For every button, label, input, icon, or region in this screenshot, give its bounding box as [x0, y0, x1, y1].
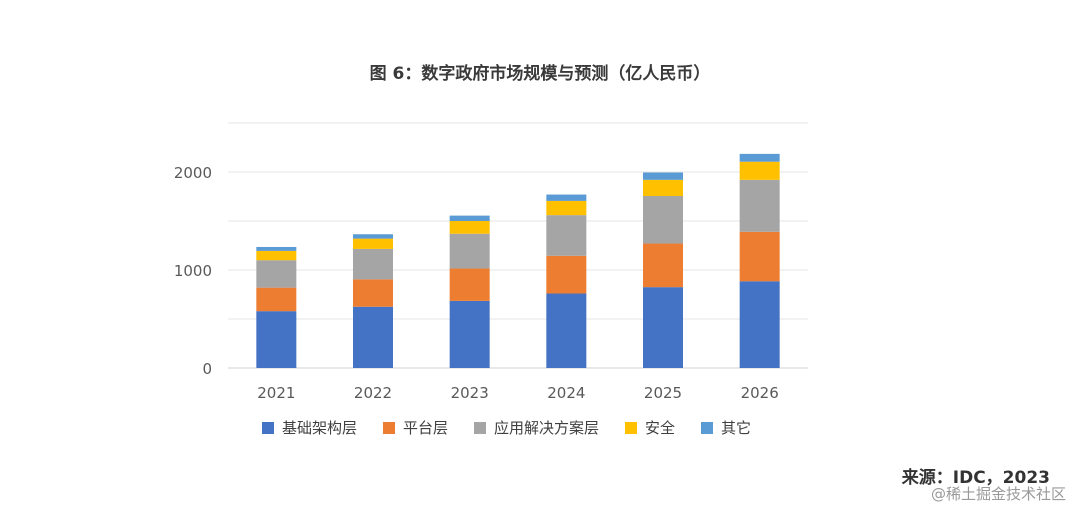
x-tick-label: 2021	[257, 384, 295, 402]
x-axis-ticks: 2021 2022 2023 2024 2025 2026	[257, 384, 779, 402]
bar-segment	[449, 215, 490, 221]
bar-segment	[643, 179, 683, 197]
bar-segment	[643, 196, 683, 244]
bar-segment	[546, 215, 587, 256]
legend-label: 应用解决方案层	[494, 419, 599, 437]
legend-label: 平台层	[403, 419, 448, 437]
bar-segment	[449, 268, 490, 301]
bar-segment	[449, 233, 490, 269]
bar-segment	[256, 260, 297, 288]
bar-segment	[546, 293, 587, 368]
bar-segment	[643, 287, 683, 368]
bar-segment	[353, 238, 393, 249]
y-tick-label: 1000	[174, 262, 212, 280]
bar-segment	[546, 200, 587, 216]
legend-swatch	[474, 422, 486, 434]
bar-segment	[643, 243, 683, 288]
x-tick-label: 2022	[354, 384, 392, 402]
bar-segment	[739, 231, 780, 282]
bar-segment	[546, 194, 587, 201]
bar-segment	[739, 281, 780, 368]
y-axis-ticks: 0 1000 2000	[174, 164, 212, 378]
bar-segment	[449, 221, 490, 234]
bar-segment	[256, 311, 297, 368]
bar-segment	[353, 279, 393, 307]
bar-segment	[643, 172, 683, 180]
legend-swatch	[383, 422, 395, 434]
x-tick-label: 2024	[547, 384, 585, 402]
bar-segment	[353, 234, 393, 239]
legend-label: 其它	[721, 419, 751, 437]
bar-segment	[739, 153, 780, 162]
bar-segment	[256, 246, 297, 251]
legend-swatch	[625, 422, 637, 434]
watermark: @稀土掘金技术社区	[931, 485, 1066, 503]
x-tick-label: 2023	[451, 384, 489, 402]
bar-segment	[546, 255, 587, 294]
bar-segment	[256, 250, 297, 261]
source-note: 来源：IDC，2023	[901, 467, 1050, 488]
y-tick-label: 2000	[174, 164, 212, 182]
bar-segment	[256, 287, 297, 312]
chart-title: 图 6：数字政府市场规模与预测（亿人民币）	[370, 63, 711, 84]
legend-swatch	[262, 422, 274, 434]
bar-segment	[449, 300, 490, 368]
legend-label: 基础架构层	[282, 419, 357, 437]
legend: 基础架构层 平台层 应用解决方案层 安全 其它	[262, 419, 751, 437]
x-tick-label: 2026	[741, 384, 779, 402]
bar-segment	[739, 179, 780, 232]
y-tick-label: 0	[202, 360, 212, 378]
bars	[256, 153, 780, 368]
bar-segment	[353, 306, 393, 368]
legend-label: 安全	[645, 419, 675, 437]
legend-swatch	[701, 422, 713, 434]
gridlines	[228, 122, 808, 369]
x-tick-label: 2025	[644, 384, 682, 402]
bar-segment	[739, 161, 780, 180]
bar-segment	[353, 248, 393, 280]
